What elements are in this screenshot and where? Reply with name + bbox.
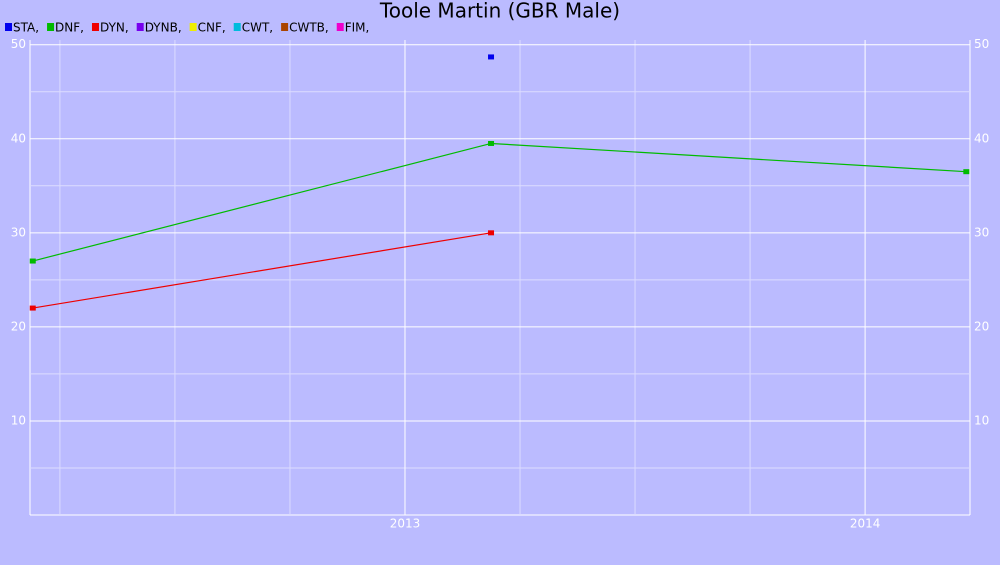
legend-label: DYNB, [145, 21, 182, 35]
point [488, 54, 495, 60]
legend-label: CWTB, [289, 21, 329, 35]
legend-label: CWT, [242, 21, 273, 35]
y-tick-label: 50 [11, 37, 26, 51]
x-tick-label: 2013 [390, 517, 421, 531]
y-tick-label: 10 [11, 413, 26, 427]
legend-swatch [47, 23, 55, 31]
y2-tick-label: 40 [974, 131, 989, 145]
x-tick-label: 2014 [850, 517, 881, 531]
legend-label: DNF, [55, 21, 84, 35]
y2-tick-label: 10 [974, 413, 989, 427]
y-tick-label: 40 [11, 131, 26, 145]
chart-title: Toole Martin (GBR Male) [379, 0, 620, 23]
y2-tick-label: 20 [974, 319, 989, 333]
series-line [32, 232, 492, 309]
legend-label: DYN, [100, 21, 129, 35]
y-tick-label: 30 [11, 225, 26, 239]
point [488, 230, 495, 236]
legend-swatch [91, 23, 99, 31]
legend-swatch [281, 23, 289, 31]
legend-swatch [136, 23, 144, 31]
legend-swatch [5, 23, 12, 31]
legend-swatch [336, 23, 344, 31]
y2-tick-label: 50 [974, 37, 989, 51]
point [29, 258, 36, 264]
legend-label: CNF, [198, 21, 226, 35]
y-tick-label: 20 [11, 319, 26, 333]
y2-tick-label: 30 [974, 225, 989, 239]
legend-swatch [233, 23, 241, 31]
point [29, 305, 36, 311]
point [488, 140, 495, 146]
legend-label: FIM, [345, 21, 370, 35]
point [963, 169, 970, 175]
legend-swatch [189, 23, 197, 31]
legend-label: STA, [13, 21, 39, 35]
